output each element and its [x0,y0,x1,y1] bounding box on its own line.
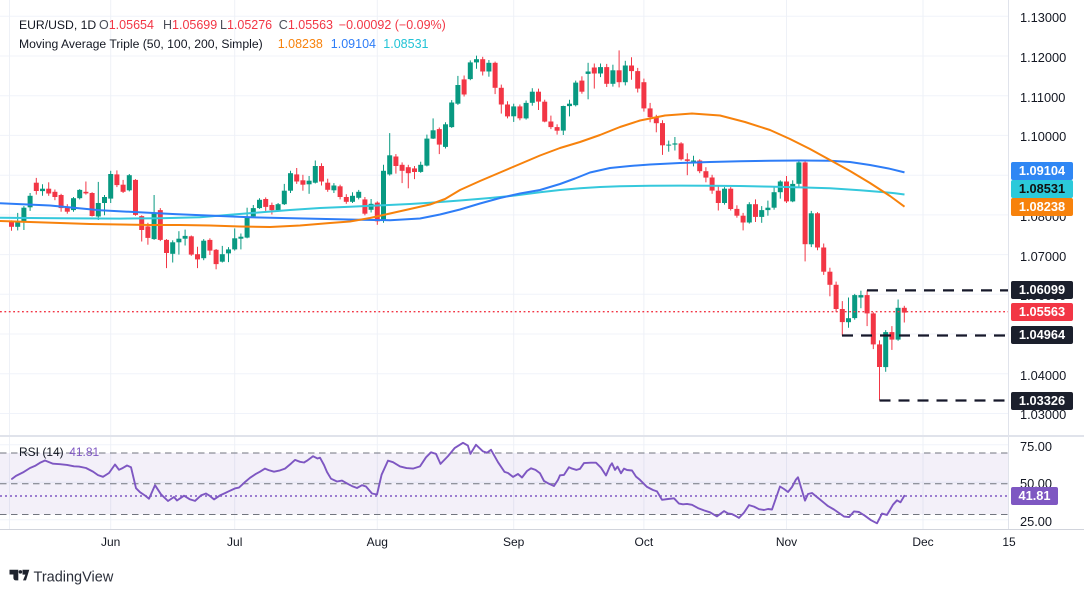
svg-text:TradingView: TradingView [34,570,114,586]
